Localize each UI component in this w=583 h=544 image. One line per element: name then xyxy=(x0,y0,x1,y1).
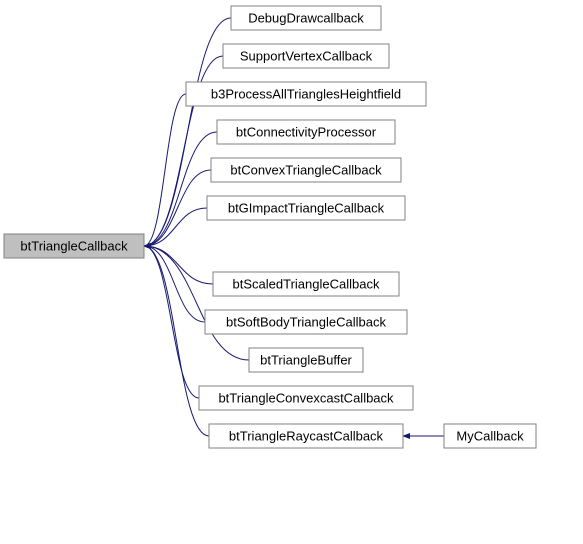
inheritance-edge xyxy=(144,246,205,322)
inheritance-edge xyxy=(144,208,207,246)
root-node[interactable]: btTriangleCallback xyxy=(4,234,144,258)
child-node[interactable]: btGImpactTriangleCallback xyxy=(207,196,405,220)
node-label: b3ProcessAllTrianglesHeightfield xyxy=(211,86,401,101)
inheritance-edge xyxy=(144,246,213,284)
child-node[interactable]: btSoftBodyTriangleCallback xyxy=(205,310,407,334)
node-label: btTriangleBuffer xyxy=(260,352,352,367)
child-node[interactable]: btTriangleConvexcastCallback xyxy=(199,386,413,410)
child-node[interactable]: btConvexTriangleCallback xyxy=(211,158,401,182)
node-label: btTriangleRaycastCallback xyxy=(229,428,384,443)
child-node[interactable]: b3ProcessAllTrianglesHeightfield xyxy=(186,82,426,106)
child-node[interactable]: btScaledTriangleCallback xyxy=(213,272,399,296)
node-label: btScaledTriangleCallback xyxy=(233,276,380,291)
node-label: btSoftBodyTriangleCallback xyxy=(226,314,386,329)
node-label: btTriangleConvexcastCallback xyxy=(218,390,394,405)
inheritance-edge xyxy=(144,246,199,398)
node-label: btTriangleCallback xyxy=(20,238,128,253)
child-node[interactable]: btTriangleRaycastCallback xyxy=(209,424,403,448)
node-label: MyCallback xyxy=(456,428,524,443)
inheritance-edge xyxy=(144,246,249,360)
child-node[interactable]: btConnectivityProcessor xyxy=(217,120,395,144)
child-node[interactable]: MyCallback xyxy=(444,424,536,448)
node-label: btConnectivityProcessor xyxy=(236,124,377,139)
node-label: SupportVertexCallback xyxy=(240,48,373,63)
child-node[interactable]: DebugDrawcallback xyxy=(231,6,381,30)
node-label: DebugDrawcallback xyxy=(248,10,364,25)
child-node[interactable]: btTriangleBuffer xyxy=(249,348,363,372)
node-label: btGImpactTriangleCallback xyxy=(228,200,385,215)
child-node[interactable]: SupportVertexCallback xyxy=(223,44,389,68)
node-label: btConvexTriangleCallback xyxy=(230,162,382,177)
